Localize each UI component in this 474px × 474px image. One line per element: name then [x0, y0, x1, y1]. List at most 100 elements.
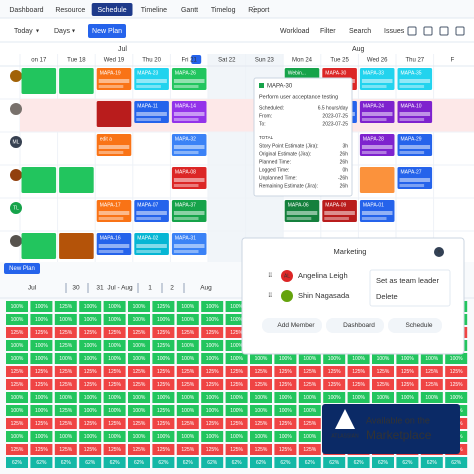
- popup-button[interactable]: [326, 318, 384, 333]
- workload-cell[interactable]: [225, 392, 248, 403]
- menu-item[interactable]: Delete: [376, 292, 398, 301]
- workload-cell[interactable]: [298, 392, 321, 403]
- tab-label[interactable]: Dashboard: [9, 7, 43, 14]
- workload-cell[interactable]: [6, 340, 28, 351]
- workload-cell[interactable]: [298, 379, 321, 390]
- workload-cell[interactable]: [6, 392, 28, 403]
- task-key[interactable]: MAPA-11: [137, 103, 158, 109]
- workload-cell[interactable]: [323, 392, 346, 403]
- workload-cell[interactable]: [420, 366, 443, 377]
- workload-cell[interactable]: [103, 457, 126, 468]
- task-key[interactable]: MAPA-23: [137, 70, 158, 76]
- workload-cell[interactable]: [225, 457, 248, 468]
- workload-cell[interactable]: [79, 392, 102, 403]
- task-key[interactable]: MAPA-24: [363, 103, 384, 109]
- workload-cell[interactable]: [347, 366, 370, 377]
- workload-cell[interactable]: [298, 353, 321, 364]
- workload-cell[interactable]: [128, 366, 150, 377]
- task-key[interactable]: MAPA-26: [175, 70, 196, 76]
- workload-cell[interactable]: [6, 366, 28, 377]
- popup-button[interactable]: [388, 318, 442, 333]
- tab-label[interactable]: Gantt: [181, 7, 198, 14]
- workload-cell[interactable]: [30, 457, 53, 468]
- workload-cell[interactable]: [54, 405, 77, 416]
- workload-cell[interactable]: [103, 379, 126, 390]
- workload-cell[interactable]: [176, 457, 199, 468]
- task-key[interactable]: MAPA-14: [175, 103, 196, 109]
- workload-cell[interactable]: [6, 457, 28, 468]
- workload-cell[interactable]: [420, 379, 443, 390]
- workload-cell[interactable]: [54, 366, 77, 377]
- tab-label[interactable]: Resource: [55, 7, 85, 14]
- task-key[interactable]: MAPA-29: [401, 136, 422, 142]
- task-card[interactable]: [359, 167, 395, 193]
- task-card[interactable]: [21, 167, 57, 193]
- workload-cell[interactable]: [396, 457, 419, 468]
- workload-cell[interactable]: [420, 457, 443, 468]
- workload-cell[interactable]: [54, 431, 77, 442]
- workload-cell[interactable]: [372, 457, 394, 468]
- workload-cell[interactable]: [274, 379, 297, 390]
- workload-cell[interactable]: [274, 366, 297, 377]
- workload-cell[interactable]: [225, 301, 248, 312]
- workload-cell[interactable]: [274, 444, 297, 455]
- workload-cell[interactable]: [225, 444, 248, 455]
- workload-cell[interactable]: [176, 340, 199, 351]
- badge-box[interactable]: [322, 404, 460, 454]
- workload-cell[interactable]: [201, 392, 224, 403]
- workload-cell[interactable]: [128, 379, 150, 390]
- workload-cell[interactable]: [201, 301, 224, 312]
- workload-cell[interactable]: [79, 431, 102, 442]
- workload-cell[interactable]: [176, 353, 199, 364]
- workload-cell[interactable]: [54, 444, 77, 455]
- workload-cell[interactable]: [152, 366, 175, 377]
- workload-cell[interactable]: [103, 340, 126, 351]
- tab[interactable]: [91, 3, 133, 16]
- workload-cell[interactable]: [54, 392, 77, 403]
- workload-cell[interactable]: [298, 418, 321, 429]
- workload-cell[interactable]: [176, 301, 199, 312]
- tab-label[interactable]: Timeline: [141, 7, 167, 14]
- workload-cell[interactable]: [128, 353, 150, 364]
- task-key[interactable]: MAPA-33: [363, 70, 384, 76]
- popup-button[interactable]: [262, 318, 322, 333]
- workload-cell[interactable]: [323, 366, 346, 377]
- workload-cell[interactable]: [103, 301, 126, 312]
- workload-cell[interactable]: [323, 353, 346, 364]
- workload-cell[interactable]: [323, 457, 346, 468]
- workload-cell[interactable]: [250, 405, 272, 416]
- workload-cell[interactable]: [372, 353, 394, 364]
- workload-cell[interactable]: [54, 353, 77, 364]
- workload-cell[interactable]: [128, 444, 150, 455]
- close-button[interactable]: [434, 247, 444, 257]
- workload-cell[interactable]: [152, 301, 175, 312]
- workload-cell[interactable]: [79, 379, 102, 390]
- workload-cell[interactable]: [201, 353, 224, 364]
- workload-cell[interactable]: [372, 366, 394, 377]
- workload-cell[interactable]: [6, 379, 28, 390]
- task-key[interactable]: MAPA-10: [401, 103, 422, 109]
- days-button[interactable]: Days: [54, 28, 70, 35]
- workload-cell[interactable]: [30, 327, 53, 338]
- new-plan-button[interactable]: [88, 24, 126, 38]
- task-key[interactable]: MAPA-32: [175, 136, 196, 142]
- workload-cell[interactable]: [103, 418, 126, 429]
- workload-cell[interactable]: [79, 405, 102, 416]
- task-card[interactable]: [59, 233, 94, 259]
- task-card[interactable]: [96, 101, 132, 127]
- task-key[interactable]: MAPA-16: [100, 235, 121, 241]
- popup-button-label[interactable]: Add Member: [277, 322, 315, 329]
- workload-cell[interactable]: [298, 366, 321, 377]
- workload-cell[interactable]: [225, 405, 248, 416]
- workload-cell[interactable]: [201, 405, 224, 416]
- issues-button[interactable]: Issues: [384, 28, 405, 35]
- workload-cell[interactable]: [396, 392, 419, 403]
- workload-cell[interactable]: [128, 340, 150, 351]
- workload-cell[interactable]: [152, 457, 175, 468]
- workload-cell[interactable]: [250, 353, 272, 364]
- workload-cell[interactable]: [103, 366, 126, 377]
- workload-cell[interactable]: [445, 366, 468, 377]
- workload-cell[interactable]: [30, 314, 53, 325]
- workload-cell[interactable]: [298, 457, 321, 468]
- workload-cell[interactable]: [396, 353, 419, 364]
